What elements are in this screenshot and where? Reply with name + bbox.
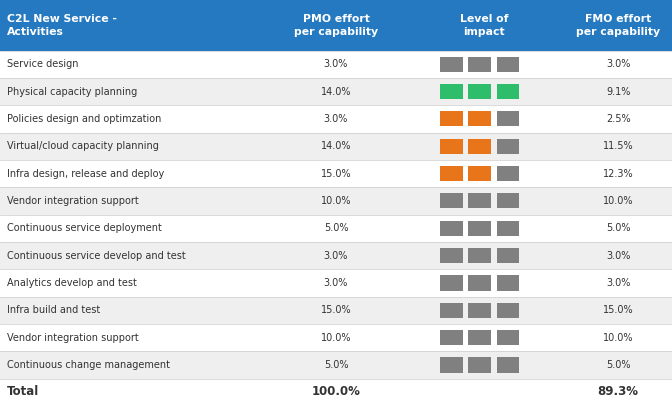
Bar xyxy=(468,221,491,236)
Text: Infra design, release and deploy: Infra design, release and deploy xyxy=(7,168,164,179)
Text: 5.0%: 5.0% xyxy=(324,223,348,233)
Bar xyxy=(497,303,519,318)
Bar xyxy=(440,221,463,236)
Text: 3.0%: 3.0% xyxy=(324,251,348,261)
Text: 3.0%: 3.0% xyxy=(324,114,348,124)
Bar xyxy=(497,166,519,181)
Bar xyxy=(0,78,672,105)
Bar xyxy=(468,303,491,318)
Bar xyxy=(497,139,519,154)
Bar xyxy=(440,248,463,263)
Text: 3.0%: 3.0% xyxy=(606,278,630,288)
Text: 2.5%: 2.5% xyxy=(606,114,630,124)
Bar xyxy=(468,275,491,290)
Bar xyxy=(497,358,519,373)
Bar xyxy=(468,358,491,373)
Bar xyxy=(468,111,491,126)
Text: Analytics develop and test: Analytics develop and test xyxy=(7,278,136,288)
Text: 9.1%: 9.1% xyxy=(606,87,630,97)
Bar xyxy=(440,111,463,126)
Bar xyxy=(497,84,519,99)
Bar xyxy=(497,194,519,209)
Bar xyxy=(0,133,672,160)
Bar xyxy=(0,379,672,405)
Bar xyxy=(497,275,519,290)
Bar xyxy=(440,303,463,318)
Bar xyxy=(497,57,519,72)
Text: Continuous service develop and test: Continuous service develop and test xyxy=(7,251,185,261)
Bar xyxy=(0,269,672,296)
Text: 3.0%: 3.0% xyxy=(324,278,348,288)
Bar xyxy=(0,324,672,352)
Text: 12.3%: 12.3% xyxy=(603,168,634,179)
Bar xyxy=(440,330,463,345)
Text: 10.0%: 10.0% xyxy=(321,333,351,343)
Text: Physical capacity planning: Physical capacity planning xyxy=(7,87,137,97)
Bar xyxy=(440,194,463,209)
Text: 5.0%: 5.0% xyxy=(606,223,630,233)
Bar xyxy=(468,166,491,181)
Bar xyxy=(468,84,491,99)
Text: FMO effort
per capability: FMO effort per capability xyxy=(576,14,661,36)
Bar xyxy=(497,221,519,236)
Text: Service design: Service design xyxy=(7,59,78,69)
Bar xyxy=(468,194,491,209)
Bar xyxy=(440,57,463,72)
Text: 15.0%: 15.0% xyxy=(321,305,351,315)
Text: 89.3%: 89.3% xyxy=(597,385,639,399)
Bar xyxy=(468,330,491,345)
Bar xyxy=(0,352,672,379)
Bar xyxy=(0,0,672,51)
Text: Infra build and test: Infra build and test xyxy=(7,305,100,315)
Text: Continuous change management: Continuous change management xyxy=(7,360,170,370)
Text: 11.5%: 11.5% xyxy=(603,141,634,151)
Bar xyxy=(497,111,519,126)
Text: Virtual/cloud capacity planning: Virtual/cloud capacity planning xyxy=(7,141,159,151)
Bar xyxy=(497,330,519,345)
Bar xyxy=(468,139,491,154)
Text: 10.0%: 10.0% xyxy=(321,196,351,206)
Bar xyxy=(0,51,672,78)
Bar xyxy=(440,84,463,99)
Bar xyxy=(0,187,672,215)
Bar xyxy=(0,215,672,242)
Text: 3.0%: 3.0% xyxy=(606,251,630,261)
Text: 3.0%: 3.0% xyxy=(324,59,348,69)
Text: Policies design and optimzation: Policies design and optimzation xyxy=(7,114,161,124)
Bar xyxy=(440,358,463,373)
Text: Vendor integration support: Vendor integration support xyxy=(7,196,138,206)
Text: Vendor integration support: Vendor integration support xyxy=(7,333,138,343)
Text: 10.0%: 10.0% xyxy=(603,196,634,206)
Text: Total: Total xyxy=(7,385,39,399)
Text: Continuous service deployment: Continuous service deployment xyxy=(7,223,161,233)
Bar xyxy=(468,57,491,72)
Text: 14.0%: 14.0% xyxy=(321,87,351,97)
Bar xyxy=(0,242,672,269)
Text: 14.0%: 14.0% xyxy=(321,141,351,151)
Bar xyxy=(0,160,672,187)
Text: 100.0%: 100.0% xyxy=(312,385,360,399)
Text: 5.0%: 5.0% xyxy=(324,360,348,370)
Text: 15.0%: 15.0% xyxy=(321,168,351,179)
Bar xyxy=(497,248,519,263)
Text: 15.0%: 15.0% xyxy=(603,305,634,315)
Text: 3.0%: 3.0% xyxy=(606,59,630,69)
Bar xyxy=(0,105,672,133)
Text: PMO effort
per capability: PMO effort per capability xyxy=(294,14,378,36)
Bar xyxy=(440,166,463,181)
Text: Level of
impact: Level of impact xyxy=(460,14,508,36)
Text: 10.0%: 10.0% xyxy=(603,333,634,343)
Bar xyxy=(0,296,672,324)
Bar xyxy=(468,248,491,263)
Bar xyxy=(440,139,463,154)
Text: C2L New Service -
Activities: C2L New Service - Activities xyxy=(7,14,117,36)
Bar xyxy=(440,275,463,290)
Text: 5.0%: 5.0% xyxy=(606,360,630,370)
